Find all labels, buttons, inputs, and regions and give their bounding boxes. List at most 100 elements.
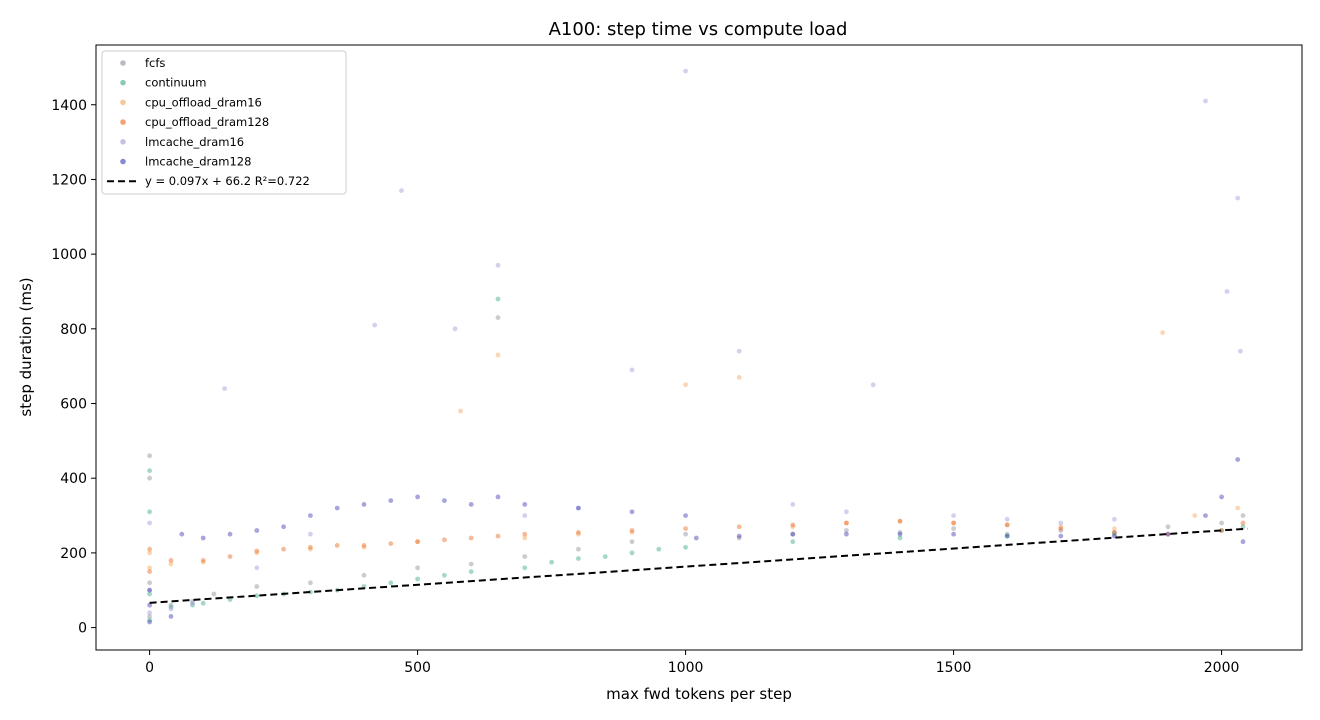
- point-lmcache_dram128-28: [1058, 533, 1064, 539]
- point-lmcache_dram128-34: [1240, 539, 1246, 545]
- legend-marker-lmcache_dram16: [120, 139, 126, 145]
- point-lmcache_dram128-21: [693, 535, 699, 541]
- point-lmcache_dram128-5: [200, 535, 206, 541]
- point-lmcache_dram16-11: [495, 262, 501, 268]
- x-axis-label: max fwd tokens per step: [606, 685, 792, 703]
- point-fcfs-13: [522, 554, 528, 559]
- point-cpu_offload_dram16-17: [897, 518, 903, 524]
- point-cpu_offload_dram128-3: [200, 558, 206, 563]
- point-lmcache_dram16-3: [168, 606, 174, 612]
- point-cpu_offload_dram16-19: [1004, 522, 1010, 528]
- point-cpu_offload_dram16-6: [361, 544, 367, 550]
- point-lmcache_dram128-1: [147, 602, 153, 608]
- point-continuum-3: [147, 468, 153, 474]
- point-lmcache_dram16-8: [372, 322, 378, 328]
- legend-marker-continuum: [120, 79, 126, 86]
- point-lmcache_dram128-10: [334, 505, 340, 511]
- point-lmcache_dram128-32: [1219, 494, 1224, 500]
- point-cpu_offload_dram16-5: [308, 546, 313, 552]
- point-lmcache_dram16-13: [576, 505, 581, 511]
- legend-marker-cpu_offload_dram16: [120, 99, 126, 106]
- legend-marker-fcfs: [120, 60, 126, 66]
- chart-title: A100: step time vs compute load: [549, 19, 848, 40]
- point-cpu_offload_dram16-18: [951, 520, 956, 526]
- point-lmcache_dram16-0: [147, 610, 153, 616]
- point-cpu_offload_dram16-8: [458, 408, 463, 414]
- x-tick-label-0: 0: [145, 660, 154, 676]
- point-continuum-21: [602, 554, 608, 559]
- y-axis-label: step duration (ms): [17, 277, 35, 416]
- point-fcfs-7: [254, 584, 260, 589]
- legend-label-fit-line: y = 0.097x + 66.2 R²=0.722: [145, 174, 310, 188]
- point-cpu_offload_dram128-23: [951, 520, 956, 526]
- point-cpu_offload_dram128-19: [736, 524, 742, 530]
- point-cpu_offload_dram16-1: [147, 550, 153, 556]
- point-fcfs-9: [361, 572, 367, 578]
- point-cpu_offload_dram128-15: [522, 531, 528, 537]
- point-lmcache_dram16-2: [147, 520, 153, 526]
- point-fcfs-18: [790, 531, 796, 537]
- point-cpu_offload_dram128-11: [415, 539, 420, 545]
- point-fcfs-10: [415, 565, 420, 571]
- point-continuum-23: [656, 546, 662, 552]
- point-cpu_offload_dram16-14: [736, 375, 742, 380]
- point-continuum-16: [468, 569, 474, 574]
- point-lmcache_dram16-23: [1112, 516, 1117, 522]
- point-lmcache_dram128-9: [308, 513, 313, 518]
- point-lmcache_dram128-14: [442, 498, 447, 503]
- point-fcfs-4: [168, 602, 174, 608]
- point-lmcache_dram128-33: [1235, 457, 1241, 462]
- point-fcfs-19: [844, 528, 849, 533]
- point-fcfs-20: [897, 530, 903, 535]
- point-cpu_offload_dram128-25: [1058, 526, 1064, 531]
- point-lmcache_dram16-22: [1058, 520, 1064, 526]
- x-tick-label-1500: 1500: [936, 660, 972, 676]
- point-continuum-27: [1004, 533, 1010, 539]
- point-continuum-1: [147, 591, 153, 597]
- point-cpu_offload_dram128-12: [442, 537, 447, 543]
- point-cpu_offload_dram16-9: [495, 352, 501, 358]
- point-cpu_offload_dram16-21: [1112, 526, 1117, 531]
- point-lmcache_dram16-6: [254, 565, 260, 571]
- point-fcfs-2: [147, 475, 153, 481]
- point-continuum-20: [576, 556, 581, 561]
- point-cpu_offload_dram128-13: [468, 535, 474, 541]
- point-lmcache_dram128-27: [1004, 533, 1010, 539]
- legend-marker-cpu_offload_dram128: [120, 119, 126, 125]
- point-cpu_offload_dram16-16: [844, 520, 849, 526]
- point-lmcache_dram128-22: [736, 533, 742, 539]
- plot-frame: [95, 44, 1303, 651]
- point-continuum-24: [683, 544, 688, 550]
- point-fcfs-6: [211, 591, 217, 597]
- point-continuum-13: [388, 580, 394, 586]
- point-cpu_offload_dram128-28: [1219, 528, 1224, 533]
- point-cpu_offload_dram16-10: [522, 535, 528, 541]
- point-fcfs-3: [147, 453, 153, 459]
- legend-marker-lmcache_dram128: [120, 158, 126, 165]
- point-lmcache_dram16-5: [222, 386, 228, 391]
- point-lmcache_dram128-4: [179, 531, 185, 537]
- point-cpu_offload_dram16-4: [254, 550, 260, 556]
- point-fcfs-22: [1004, 531, 1010, 537]
- point-lmcache_dram16-26: [1235, 195, 1241, 201]
- point-cpu_offload_dram16-7: [415, 539, 420, 545]
- point-lmcache_dram16-20: [951, 513, 956, 518]
- point-lmcache_dram16-24: [1203, 98, 1208, 104]
- point-lmcache_dram128-12: [388, 498, 394, 503]
- point-lmcache_dram128-31: [1203, 513, 1208, 518]
- point-cpu_offload_dram128-10: [388, 541, 394, 546]
- point-fcfs-12: [495, 315, 501, 320]
- point-continuum-6: [200, 600, 206, 606]
- point-lmcache_dram128-7: [254, 528, 260, 533]
- point-lmcache_dram128-26: [951, 531, 956, 537]
- x-tick-label-2000: 2000: [1204, 660, 1240, 676]
- point-lmcache_dram128-17: [522, 502, 528, 507]
- point-continuum-15: [442, 572, 447, 578]
- point-lmcache_dram16-9: [399, 188, 404, 194]
- point-lmcache_dram128-19: [629, 509, 635, 515]
- point-lmcache_dram128-30: [1165, 531, 1171, 537]
- point-lmcache_dram128-20: [683, 513, 688, 518]
- point-cpu_offload_dram128-6: [281, 546, 286, 552]
- point-lmcache_dram16-25: [1224, 289, 1230, 294]
